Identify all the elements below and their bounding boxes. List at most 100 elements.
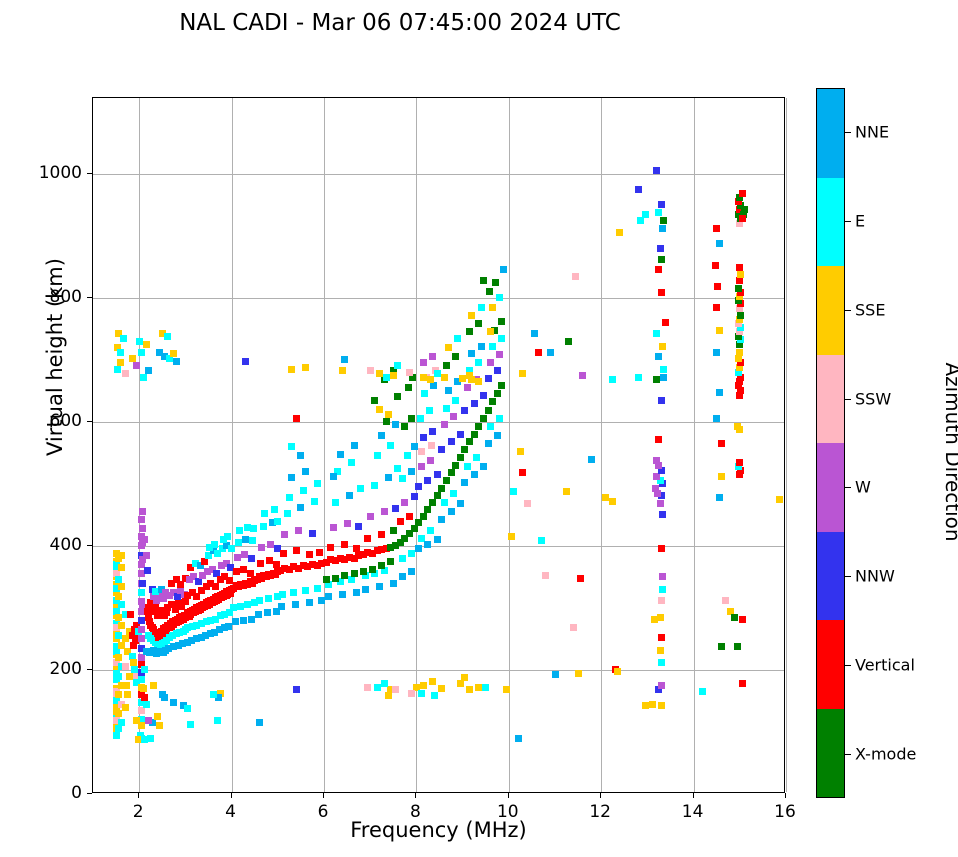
data-point [602, 493, 610, 501]
data-point [498, 334, 506, 342]
data-point [403, 452, 411, 460]
data-point [123, 691, 131, 699]
data-point [186, 564, 194, 572]
data-point [149, 593, 157, 601]
data-point [735, 198, 743, 206]
data-point [244, 601, 252, 609]
data-point [112, 584, 120, 592]
data-point [138, 661, 145, 669]
gridline-vertical [786, 98, 787, 792]
data-point [442, 404, 450, 412]
data-point [657, 201, 665, 209]
data-point [198, 619, 206, 627]
data-point [364, 548, 372, 556]
data-point [735, 284, 743, 292]
data-point [297, 503, 305, 511]
colorbar-label-nnw: NNW [855, 566, 895, 586]
data-point [392, 421, 400, 429]
data-point [248, 537, 256, 545]
data-point [221, 573, 229, 581]
data-point [498, 317, 506, 325]
data-point [278, 590, 286, 598]
data-point [613, 667, 621, 675]
data-point [470, 471, 478, 479]
data-point [736, 193, 744, 201]
data-point [489, 342, 497, 350]
data-point [739, 210, 747, 218]
data-point [121, 369, 129, 377]
data-point [140, 685, 148, 693]
data-point [237, 603, 245, 611]
data-point [466, 328, 474, 336]
data-point [327, 543, 335, 551]
data-point [114, 576, 122, 584]
data-point [156, 722, 164, 730]
colorbar-segment-nne [817, 89, 844, 178]
data-point [138, 588, 145, 596]
data-point [452, 396, 460, 404]
data-point [114, 672, 122, 680]
data-point [653, 376, 661, 384]
data-point [378, 531, 386, 539]
data-point [138, 644, 145, 652]
data-point [419, 359, 427, 367]
data-point [228, 544, 236, 552]
colorbar [816, 88, 845, 798]
data-point [114, 654, 122, 662]
data-point [127, 610, 135, 618]
data-point [418, 448, 426, 456]
data-point [124, 647, 132, 655]
data-point [141, 536, 149, 544]
data-point [442, 362, 450, 370]
data-point [285, 493, 293, 501]
data-point [216, 576, 224, 584]
data-point [380, 567, 388, 575]
data-point [315, 548, 323, 556]
data-point [496, 351, 504, 359]
colorbar-tick-mark [845, 132, 851, 134]
data-point [491, 326, 499, 334]
data-point [396, 517, 404, 525]
data-point [188, 623, 196, 630]
chart-title: NAL CADI - Mar 06 07:45:00 2024 UTC [179, 10, 621, 36]
data-point [250, 525, 258, 532]
data-point [737, 359, 745, 367]
data-point [735, 382, 743, 390]
data-point [288, 365, 296, 373]
data-point [479, 415, 487, 423]
data-point [713, 303, 721, 311]
data-point [382, 544, 390, 552]
y-tick-mark [87, 420, 92, 422]
data-point [138, 570, 145, 578]
data-point [247, 615, 255, 623]
data-point [433, 369, 441, 377]
data-point [204, 568, 212, 576]
data-point [563, 487, 571, 495]
data-point [112, 607, 120, 615]
data-point [265, 595, 273, 603]
data-point [479, 276, 487, 284]
data-point [144, 613, 152, 621]
data-point [325, 580, 333, 588]
data-point [239, 616, 247, 624]
data-point [657, 702, 665, 710]
gridline-vertical [508, 98, 510, 792]
data-points-layer [93, 98, 784, 792]
data-point [382, 418, 390, 426]
data-point [255, 596, 263, 604]
x-tick-mark [507, 793, 509, 798]
data-point [216, 626, 224, 634]
data-point [375, 405, 383, 413]
data-point [616, 229, 624, 237]
gridline-vertical [231, 98, 233, 792]
data-point [118, 681, 126, 689]
gridline-horizontal [93, 545, 784, 547]
data-point [736, 305, 744, 313]
data-point [279, 549, 287, 557]
data-point [299, 486, 307, 494]
data-point [652, 485, 660, 493]
data-point [329, 523, 337, 531]
data-point [359, 551, 367, 559]
data-point [371, 396, 379, 404]
data-point [369, 549, 376, 557]
